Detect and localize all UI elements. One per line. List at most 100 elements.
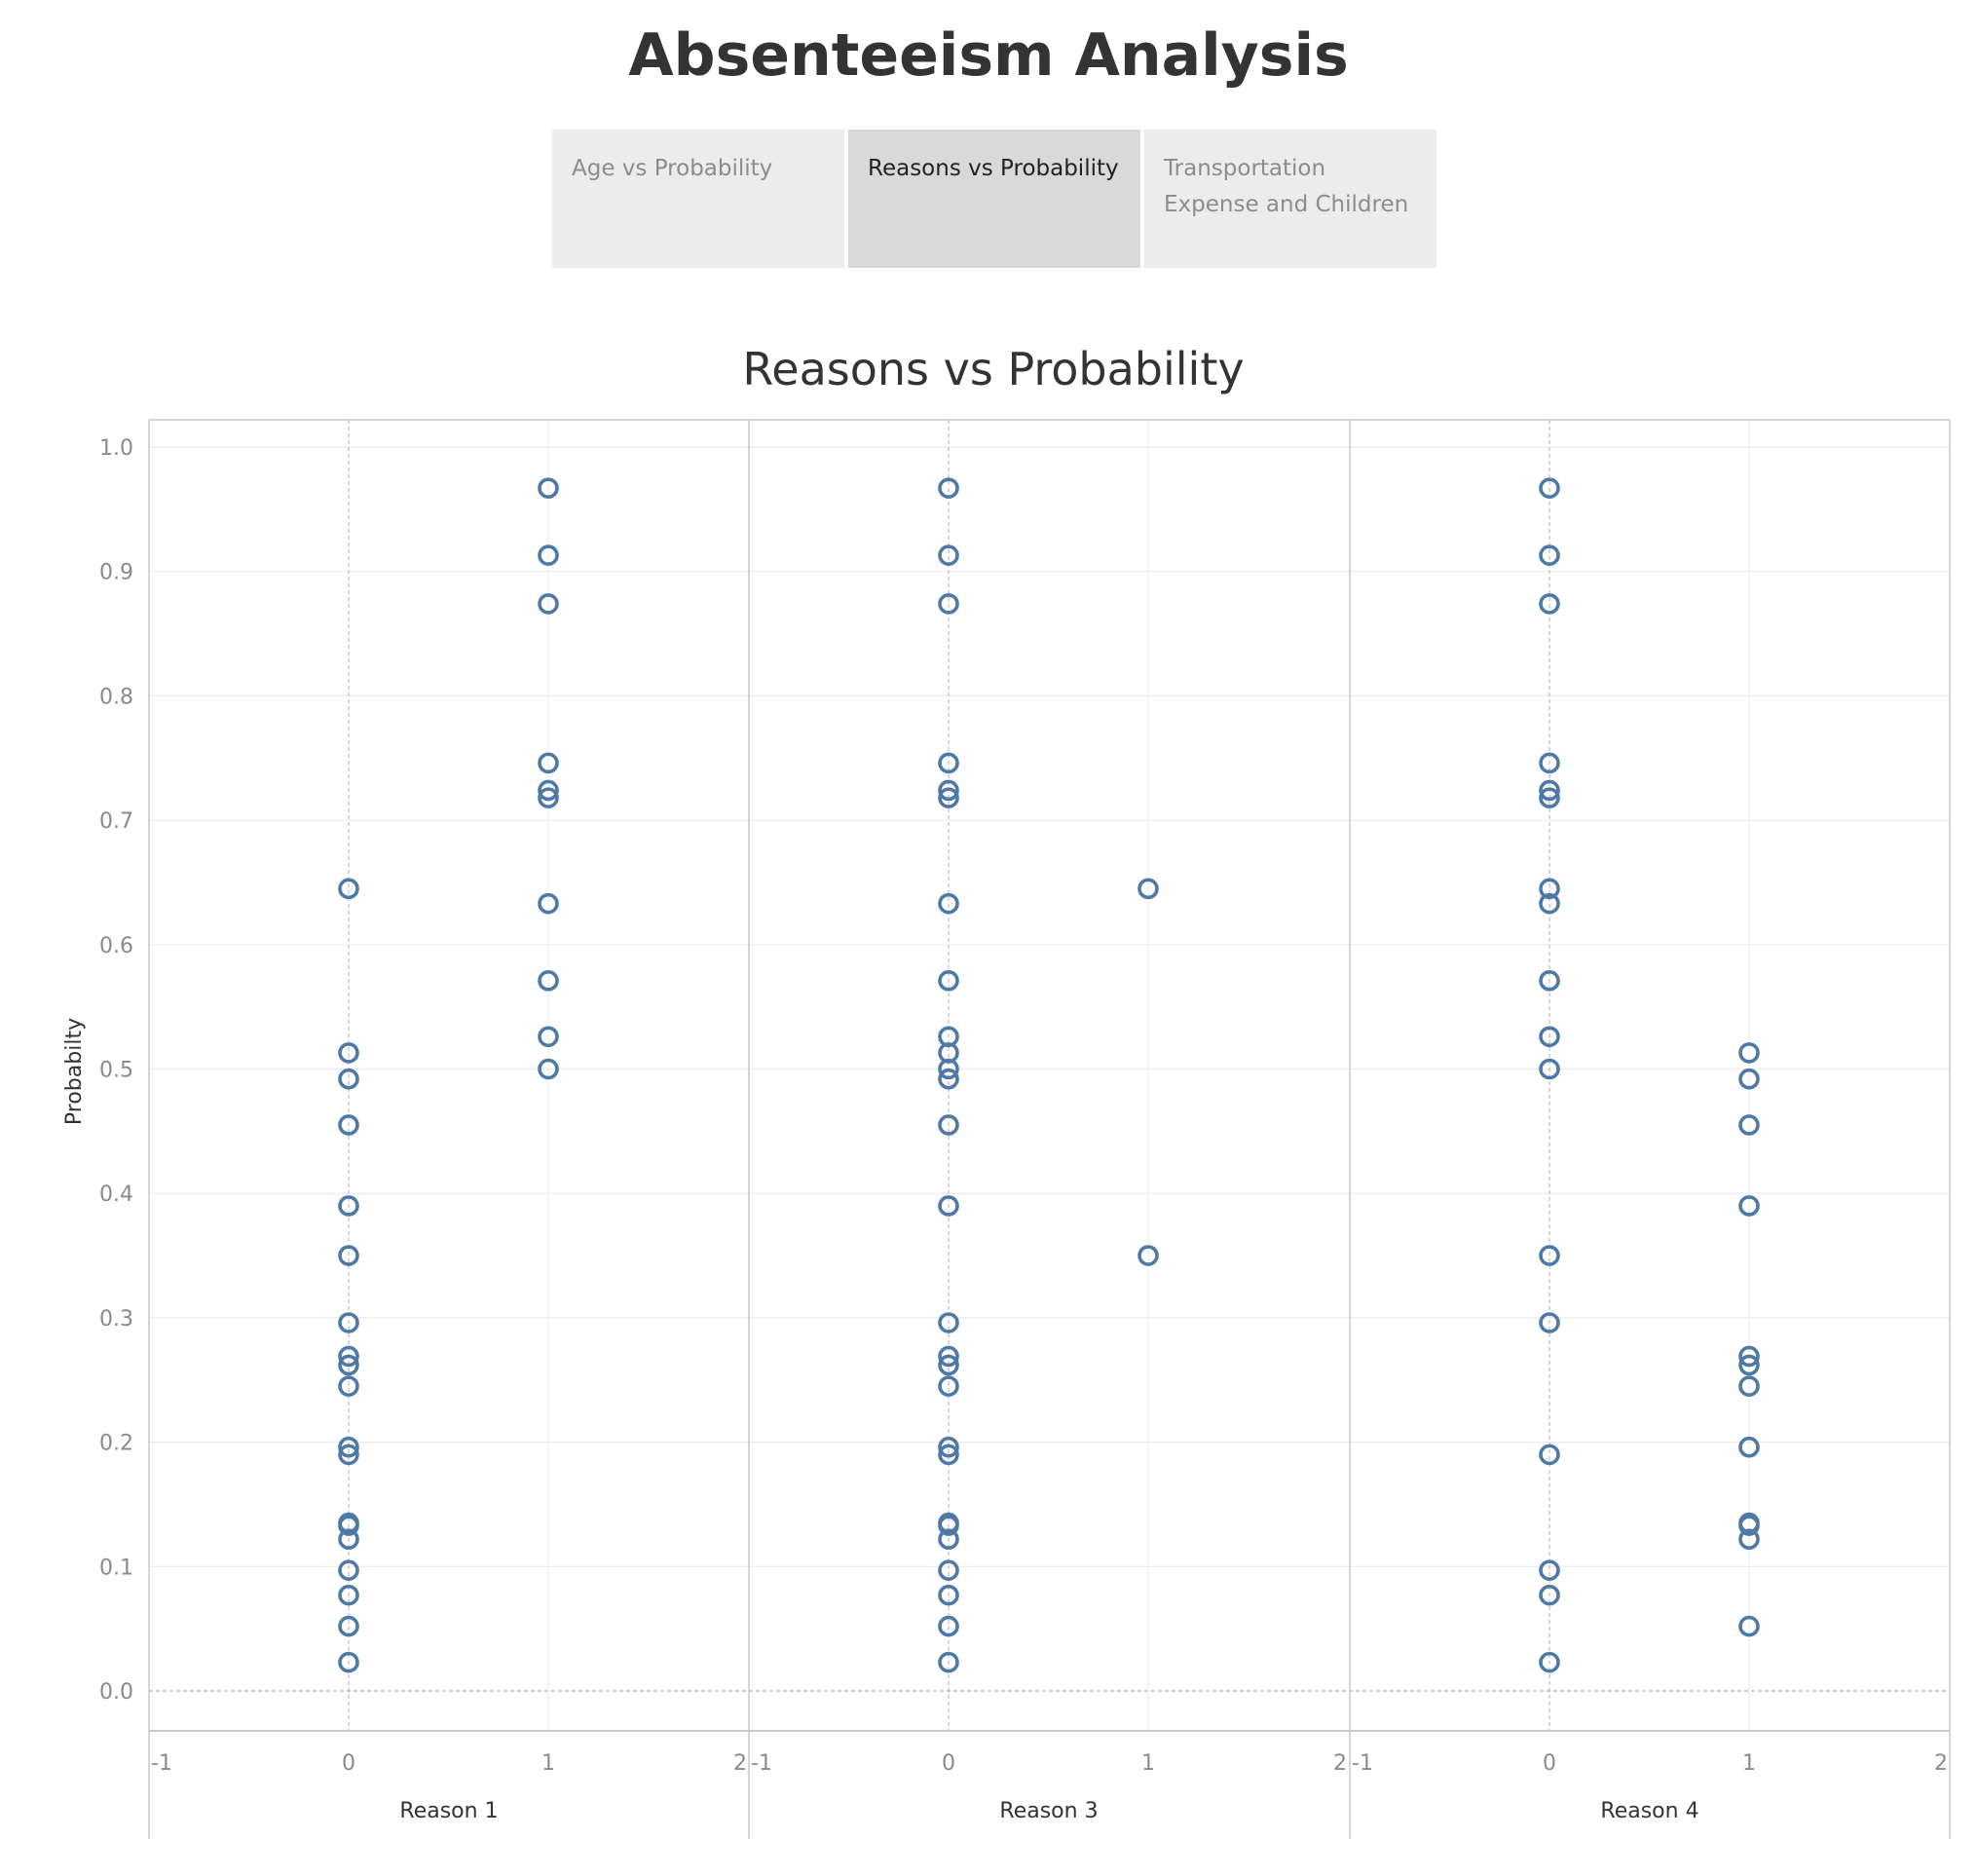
- tab-transportation-expense-and-children[interactable]: Transportation Expense and Children: [1144, 130, 1436, 268]
- data-point: [538, 787, 559, 808]
- data-point: [938, 1444, 959, 1466]
- data-point: [938, 1068, 959, 1090]
- data-point: [938, 1312, 959, 1333]
- data-point: [538, 477, 559, 499]
- data-point: [938, 1354, 959, 1376]
- data-point: [938, 477, 959, 499]
- data-point: [338, 1584, 359, 1606]
- data-point: [938, 544, 959, 566]
- data-point: [1539, 1058, 1560, 1080]
- x-tick-label: 1: [541, 1751, 555, 1776]
- data-point: [538, 544, 559, 566]
- y-tick-label: 0.9: [99, 561, 133, 585]
- data-point: [338, 1195, 359, 1217]
- data-point: [1138, 878, 1159, 900]
- data-point: [938, 892, 959, 915]
- x-tick-label: 1: [1742, 1751, 1756, 1776]
- y-tick-label: 0.7: [99, 809, 133, 834]
- data-point: [938, 1058, 959, 1080]
- data-point: [1539, 1651, 1560, 1673]
- dashboard-title: Absenteeism Analysis: [628, 21, 1349, 90]
- x-tick-label: -1: [751, 1751, 772, 1776]
- data-point: [1738, 1515, 1760, 1536]
- tab-label-line-1: Transportation: [1164, 156, 1326, 181]
- y-tick-label: 0.4: [99, 1182, 133, 1207]
- data-point: [338, 1515, 359, 1536]
- data-point: [1738, 1114, 1760, 1136]
- data-point: [938, 593, 959, 615]
- data-point: [538, 752, 559, 774]
- data-point: [1138, 1245, 1159, 1266]
- data-point: [538, 593, 559, 615]
- data-point: [938, 1615, 959, 1637]
- data-point: [938, 1515, 959, 1536]
- data-point: [1738, 1528, 1760, 1551]
- data-point: [338, 1615, 359, 1637]
- data-point: [538, 779, 559, 802]
- y-tick-label: 0.2: [99, 1432, 133, 1456]
- tab-label: Age vs Probability: [572, 156, 773, 181]
- x-tick-label: 0: [342, 1751, 355, 1776]
- data-point: [1539, 477, 1560, 499]
- data-point: [538, 970, 559, 992]
- data-point: [1539, 544, 1560, 566]
- data-point: [938, 1651, 959, 1673]
- data-point: [938, 1528, 959, 1551]
- y-tick-label: 0.1: [99, 1556, 133, 1580]
- data-point: [338, 1375, 359, 1397]
- chart-title: Reasons vs Probability: [742, 343, 1244, 395]
- data-point: [938, 779, 959, 802]
- x-tick-label: -1: [151, 1751, 172, 1776]
- data-point: [338, 1312, 359, 1333]
- dashboard-tabs: Age vs Probability Reasons vs Probabilit…: [552, 130, 1436, 268]
- data-point: [938, 1584, 959, 1606]
- data-point: [938, 1559, 959, 1581]
- data-point: [1539, 1559, 1560, 1581]
- x-tick-label: 1: [1141, 1751, 1155, 1776]
- data-point: [1738, 1345, 1760, 1368]
- data-point: [338, 1354, 359, 1376]
- data-point: [338, 1114, 359, 1136]
- y-tick-label: 0.5: [99, 1059, 133, 1083]
- tab-reasons-vs-probability[interactable]: Reasons vs Probability: [848, 130, 1140, 268]
- tab-age-vs-probability[interactable]: Age vs Probability: [552, 130, 844, 268]
- data-point: [1738, 1068, 1760, 1090]
- x-tick-label: -1: [1352, 1751, 1373, 1776]
- data-point: [1539, 593, 1560, 615]
- data-point: [338, 1436, 359, 1458]
- data-point: [938, 787, 959, 808]
- data-point: [1539, 970, 1560, 992]
- data-point: [1539, 787, 1560, 808]
- data-point: [338, 1068, 359, 1090]
- y-axis-label: Probabilty: [62, 1018, 87, 1125]
- data-point: [1539, 752, 1560, 774]
- y-tick-label: 1.0: [99, 436, 133, 461]
- x-tick-label: 2: [733, 1751, 747, 1776]
- data-point: [538, 1058, 559, 1080]
- data-point: [1738, 1354, 1760, 1376]
- data-point: [938, 1195, 959, 1217]
- data-point: [1539, 1444, 1560, 1466]
- x-tick-label: 2: [1333, 1751, 1347, 1776]
- y-tick-label: 0.6: [99, 934, 133, 958]
- data-point: [538, 1026, 559, 1048]
- data-point: [1738, 1042, 1760, 1064]
- data-point: [1539, 1584, 1560, 1606]
- x-axis-label: Reason 1: [399, 1799, 498, 1823]
- tab-label-line-2: Expense and Children: [1164, 192, 1409, 217]
- x-axis-label: Reason 4: [1600, 1799, 1698, 1823]
- data-point: [338, 1651, 359, 1673]
- tab-label: Reasons vs Probability: [868, 156, 1119, 181]
- data-point: [1738, 1615, 1760, 1637]
- y-tick-label: 0.8: [99, 685, 133, 709]
- data-point: [938, 1375, 959, 1397]
- data-point: [538, 892, 559, 915]
- data-point: [338, 1444, 359, 1466]
- y-tick-label: 0.3: [99, 1307, 133, 1332]
- data-point: [1738, 1375, 1760, 1397]
- data-point: [338, 1245, 359, 1266]
- data-point: [338, 1528, 359, 1551]
- data-point: [338, 878, 359, 900]
- data-point: [938, 970, 959, 992]
